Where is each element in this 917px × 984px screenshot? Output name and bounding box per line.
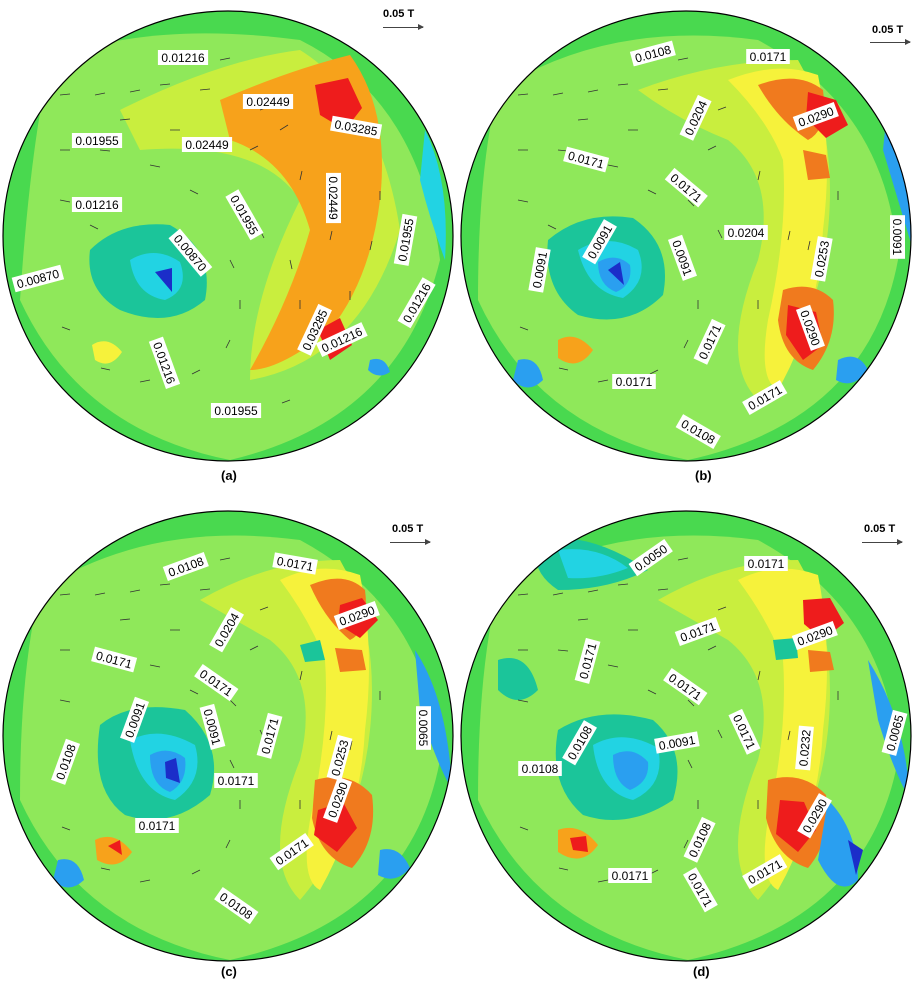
scale-label-b: 0.05 T: [872, 24, 904, 36]
scale-arrow-c: [390, 539, 431, 545]
contour-map-d: [460, 510, 912, 962]
panel-c: [0, 500, 460, 970]
panel-caption-a: (a): [221, 468, 237, 483]
region-cyan-right: [420, 130, 446, 260]
contour-map-b: [460, 10, 912, 462]
contour-map-c: [2, 510, 454, 962]
scale-arrow-b: [870, 39, 911, 45]
panel-caption-c: (c): [221, 964, 237, 979]
contour-map-a: [2, 10, 454, 462]
panel-b: [458, 0, 917, 470]
panel-caption-b: (b): [695, 468, 712, 483]
panel-a: [0, 0, 460, 470]
spot-yellow: [92, 341, 122, 364]
panel-d: [458, 500, 917, 970]
scale-label-a: 0.05 T: [383, 8, 415, 20]
scale-arrow-d: [862, 539, 903, 545]
min-blue-left: [155, 268, 172, 292]
scale-arrow-a: [383, 24, 424, 30]
scale-label-c: 0.05 T: [392, 523, 424, 535]
panel-caption-d: (d): [693, 964, 710, 979]
scale-label-d: 0.05 T: [864, 523, 896, 535]
spot-cyan-bottom: [368, 358, 390, 376]
plot-boundary: [2, 10, 454, 462]
